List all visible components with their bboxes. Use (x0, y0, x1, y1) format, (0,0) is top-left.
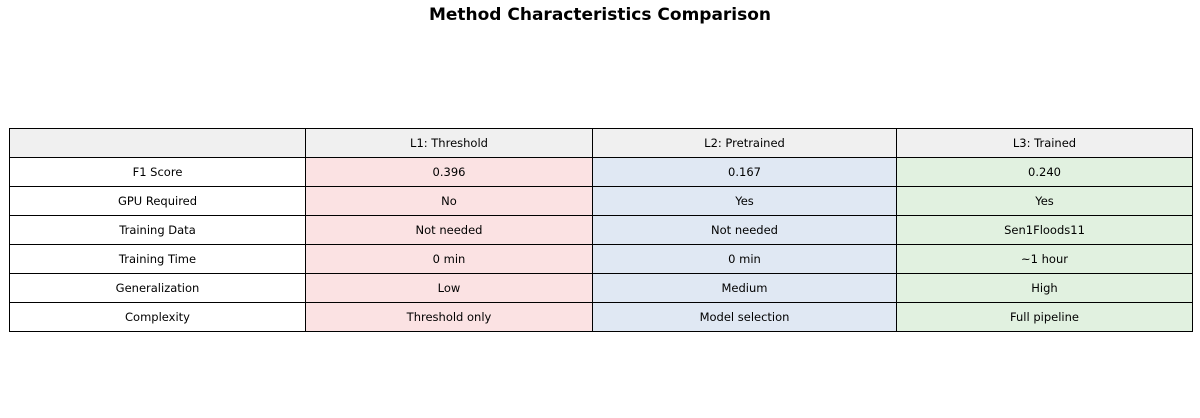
table-cell: High (896, 273, 1193, 303)
table-cell: Yes (592, 186, 897, 216)
table-cell: 0 min (592, 244, 897, 274)
table-cell: Full pipeline (896, 302, 1193, 332)
table-cell: Yes (896, 186, 1193, 216)
row-label: Training Data (9, 215, 306, 245)
table-cell: 0 min (305, 244, 593, 274)
table-cell: 0.396 (305, 157, 593, 187)
table-cell: Model selection (592, 302, 897, 332)
table-cell: Medium (592, 273, 897, 303)
table-row-f1-score: F1 Score 0.396 0.167 0.240 (9, 157, 1193, 187)
row-label: F1 Score (9, 157, 306, 187)
column-header-l2: L2: Pretrained (592, 128, 897, 158)
row-label: Generalization (9, 273, 306, 303)
table-cell: Not needed (305, 215, 593, 245)
table-row-generalization: Generalization Low Medium High (9, 273, 1193, 303)
table-cell: Threshold only (305, 302, 593, 332)
table-cell: 0.240 (896, 157, 1193, 187)
table-cell: ~1 hour (896, 244, 1193, 274)
column-header-l3: L3: Trained (896, 128, 1193, 158)
table-cell: Sen1Floods11 (896, 215, 1193, 245)
row-label: Complexity (9, 302, 306, 332)
table-row-gpu-required: GPU Required No Yes Yes (9, 186, 1193, 216)
table-cell: Not needed (592, 215, 897, 245)
table-cell: No (305, 186, 593, 216)
table-row-training-time: Training Time 0 min 0 min ~1 hour (9, 244, 1193, 274)
header-row: L1: Threshold L2: Pretrained L3: Trained (9, 128, 1193, 158)
table-cell: Low (305, 273, 593, 303)
corner-header-cell (9, 128, 306, 158)
row-label: GPU Required (9, 186, 306, 216)
table-row-training-data: Training Data Not needed Not needed Sen1… (9, 215, 1193, 245)
comparison-table: L1: Threshold L2: Pretrained L3: Trained… (9, 128, 1193, 332)
table-cell: 0.167 (592, 157, 897, 187)
table-row-complexity: Complexity Threshold only Model selectio… (9, 302, 1193, 332)
column-header-l1: L1: Threshold (305, 128, 593, 158)
row-label: Training Time (9, 244, 306, 274)
figure-title: Method Characteristics Comparison (428, 5, 772, 25)
